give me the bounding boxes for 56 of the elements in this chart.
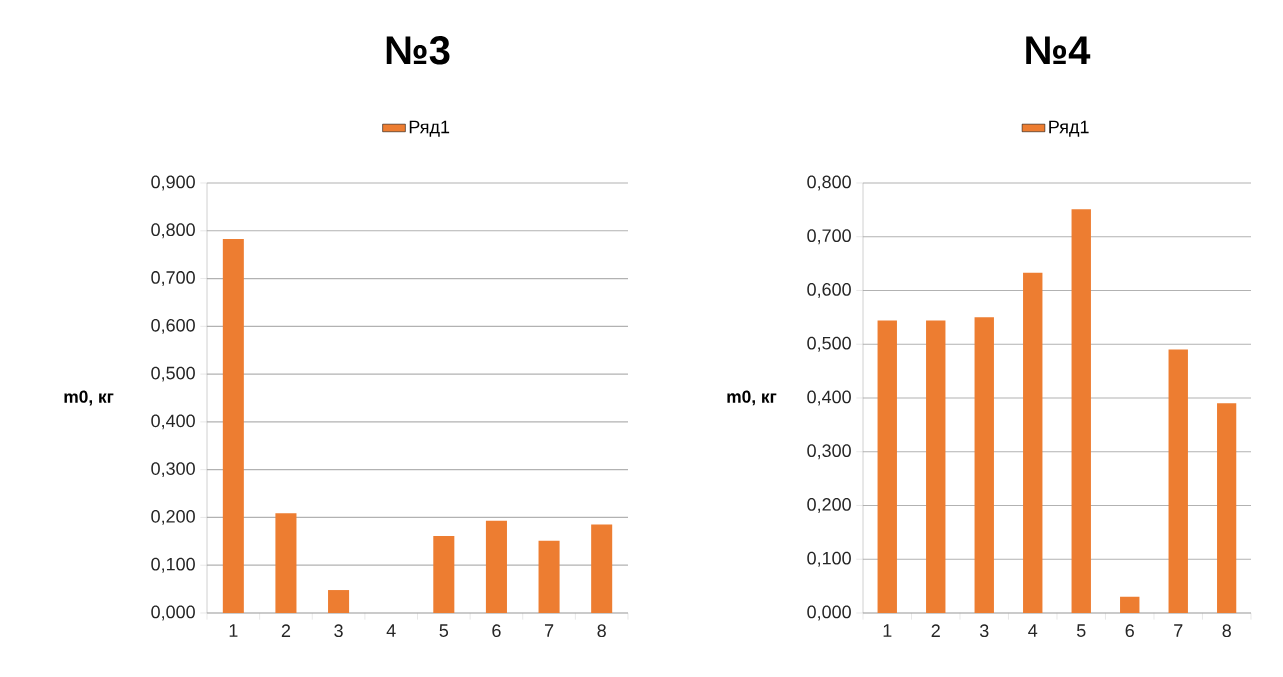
y-tick-label: 0,200 [807,498,851,513]
y-tick-label: 0,000 [151,605,195,621]
y-tick-label: 0,500 [807,336,851,352]
y-tick-label: 0,200 [151,510,195,525]
y-tick-label: 0,400 [807,390,851,406]
bar [538,540,560,613]
x-tick-label: 3 [979,624,989,638]
x-tick-label: 2 [931,624,940,637]
bar [1168,349,1188,613]
x-tick-label: 6 [492,624,501,638]
x-tick-label: 5 [1076,624,1086,637]
y-tick-label: 0,700 [151,271,195,286]
x-tick-label: 4 [386,624,396,637]
y-axis-title: m0, кг [727,390,777,406]
y-tick-label: 0,400 [151,414,195,430]
bar [1071,209,1091,613]
bar [1217,403,1237,613]
bar [926,320,946,613]
y-tick-label: 0,500 [151,366,195,382]
x-tick-label: 6 [1125,624,1134,638]
y-tick-label: 0,800 [807,175,851,191]
bar [328,590,350,613]
chart-title: №3 [386,36,450,65]
x-tick-label: 2 [281,624,291,637]
x-tick-label: 4 [1028,624,1038,637]
x-tick-label: 3 [334,624,343,638]
x-tick-label: 8 [1222,624,1231,638]
y-tick-label: 0,300 [807,444,851,460]
y-tick-label: 0,100 [151,557,195,573]
bar [433,536,455,613]
y-axis-title: m0, кг [64,390,114,406]
bar [877,320,897,613]
bar [275,513,297,613]
y-tick-label: 0,000 [807,605,851,621]
y-tick-label: 0,900 [151,175,195,191]
bar [222,238,244,613]
y-tick-label: 0,600 [807,283,851,298]
x-tick-label: 1 [229,624,238,637]
y-tick-label: 0,100 [807,551,851,567]
x-tick-label: 7 [544,624,554,637]
bar [591,524,613,613]
x-tick-label: 7 [1174,624,1183,637]
bar [485,520,507,613]
chart-title: №4 [1026,36,1091,65]
x-tick-label: 8 [597,624,606,638]
y-tick-label: 0,600 [151,318,195,334]
y-tick-label: 0,300 [151,462,195,478]
bar [974,317,994,613]
legend-label: Ряд1 [1049,120,1089,137]
y-tick-label: 0,700 [807,229,851,245]
bar [1023,272,1043,613]
bar [1120,596,1140,613]
legend-label: Ряд1 [409,120,450,137]
y-tick-label: 0,800 [151,223,195,239]
x-tick-label: 5 [439,624,449,637]
x-tick-label: 1 [883,624,892,637]
